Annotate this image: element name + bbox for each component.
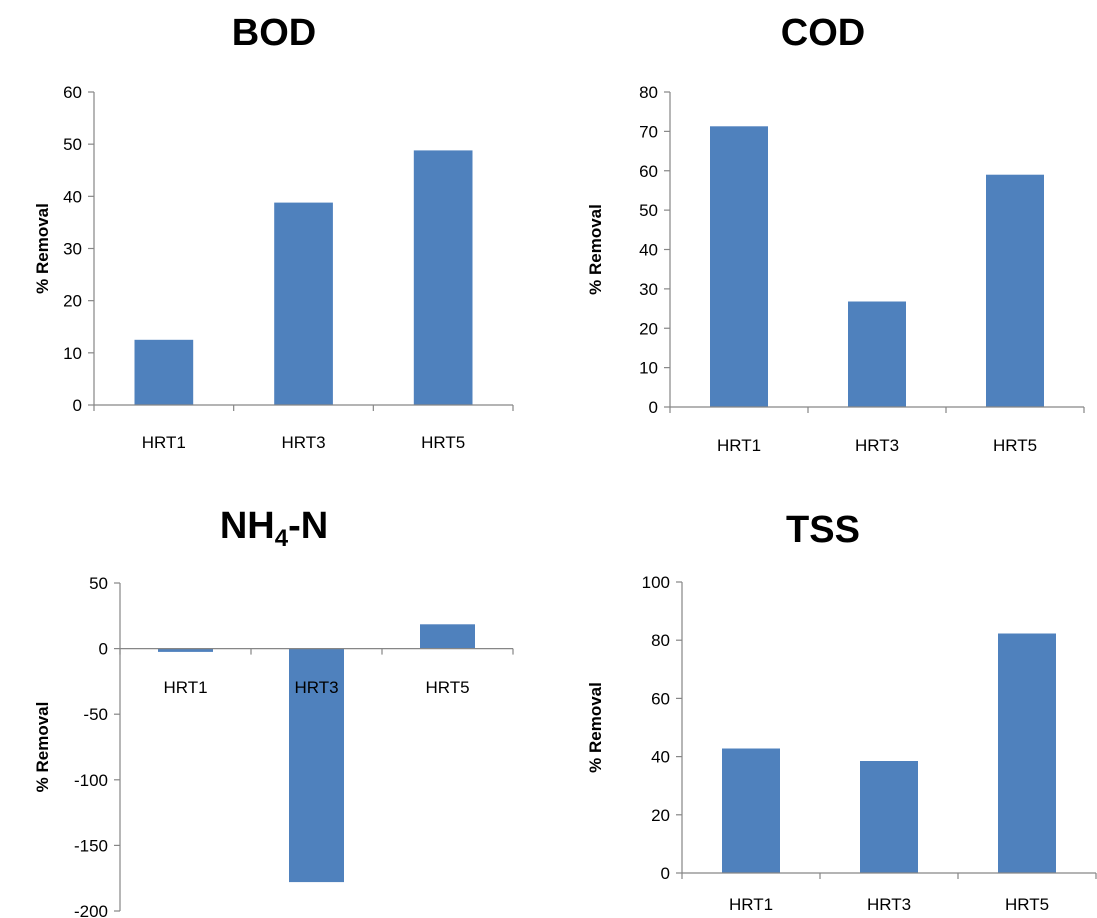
x-tick-label: HRT1 [142,433,186,452]
bar-hrt1 [134,339,194,405]
y-tick-label: 40 [651,748,670,767]
y-tick-label: -200 [74,902,108,918]
chart-bod: BOD 0 10 20 30 40 50 60 HRT1 HRT3 HRT5 % Removal [0,0,548,459]
chart-cod: COD 0 10 20 30 40 50 60 70 80 HRT1 HRT3 HRT5 % Remov… [549,0,1097,459]
y-tick-label: 10 [639,359,658,378]
bar-hrt5 [413,150,473,405]
title-subscript: 4 [274,525,289,552]
bar-hrt3 [289,648,344,883]
y-tick-label: 0 [649,398,658,417]
title-rest: -N [288,505,329,547]
bar-hrt3 [860,761,918,873]
y-tick-label: 50 [63,135,82,154]
y-axis-title: % Removal [586,204,605,295]
y-tick-label: 60 [63,83,82,102]
y-tick-label: 80 [639,83,658,102]
chart-plot: -200 -150 -100 -50 0 50 HRT1 HRT3 HRT5 % Removal [33,574,514,918]
y-tick-label: 0 [661,864,670,883]
y-axis-title: % Removal [586,682,605,773]
chart-title: COD [549,14,1097,52]
y-tick-label: -100 [74,771,108,790]
y-tick-label: -150 [74,836,108,855]
y-tick-label: 80 [651,631,670,650]
chart-plot: 0 10 20 30 40 50 60 HRT1 HRT3 HRT5 % Removal [33,83,514,452]
y-tick-label: 60 [651,689,670,708]
bar-hrt1 [710,126,768,408]
title-main: COD [780,12,866,54]
x-tick-label: HRT5 [425,678,469,697]
bar-hrt3 [848,301,906,407]
x-tick-label: HRT3 [855,436,899,455]
title-main: BOD [231,12,317,54]
bar-hrt3 [274,202,333,405]
bar-hrt5 [998,633,1056,873]
y-tick-label: 50 [639,201,658,220]
y-tick-label: 60 [639,162,658,181]
bar-hrt5 [986,174,1044,407]
x-tick-label: HRT1 [729,895,773,914]
chart-title: BOD [0,14,548,52]
chart-title: TSS [549,511,1097,549]
y-tick-label: 30 [639,280,658,299]
y-tick-label: 70 [639,122,658,141]
y-tick-label: 20 [651,806,670,825]
x-tick-label: HRT5 [421,433,465,452]
y-tick-label: 30 [63,240,82,259]
y-tick-label: 0 [73,396,82,415]
y-tick-label: 20 [639,319,658,338]
x-tick-label: HRT3 [867,895,911,914]
x-tick-label: HRT5 [1005,895,1049,914]
y-tick-label: 20 [63,292,82,311]
y-tick-label: 40 [639,241,658,260]
title-main: TSS [786,509,860,551]
chart-tss: TSS 0 20 40 60 80 100 HRT1 HRT3 HRT5 % Removal [549,459,1097,918]
y-tick-label: 50 [89,574,108,593]
bar-hrt1 [722,748,780,873]
x-tick-label: HRT1 [163,678,207,697]
title-main: NH [219,505,275,547]
x-tick-label: HRT3 [294,678,338,697]
chart-plot: 0 20 40 60 80 100 HRT1 HRT3 HRT5 % Removal [586,573,1097,914]
x-tick-label: HRT3 [281,433,325,452]
x-tick-label: HRT5 [993,436,1037,455]
y-tick-label: 10 [63,344,82,363]
bar-hrt5 [420,624,475,649]
bar-hrt1 [158,648,213,652]
y-axis-title: % Removal [33,203,52,294]
chart-title: NH4-N [0,505,548,551]
chart-plot: 0 10 20 30 40 50 60 70 80 HRT1 HRT3 HRT5 % Removal [586,83,1085,455]
chart-nh4-n: NH4-N -200 -150 -100 -50 0 50 HRT1 HRT3 HRT5 % Re… [0,459,548,918]
y-tick-label: -50 [83,705,108,724]
y-tick-label: 0 [99,640,108,659]
y-axis-title: % Removal [33,702,52,793]
x-tick-label: HRT1 [717,436,761,455]
y-tick-label: 40 [63,187,82,206]
y-tick-label: 100 [642,573,670,592]
